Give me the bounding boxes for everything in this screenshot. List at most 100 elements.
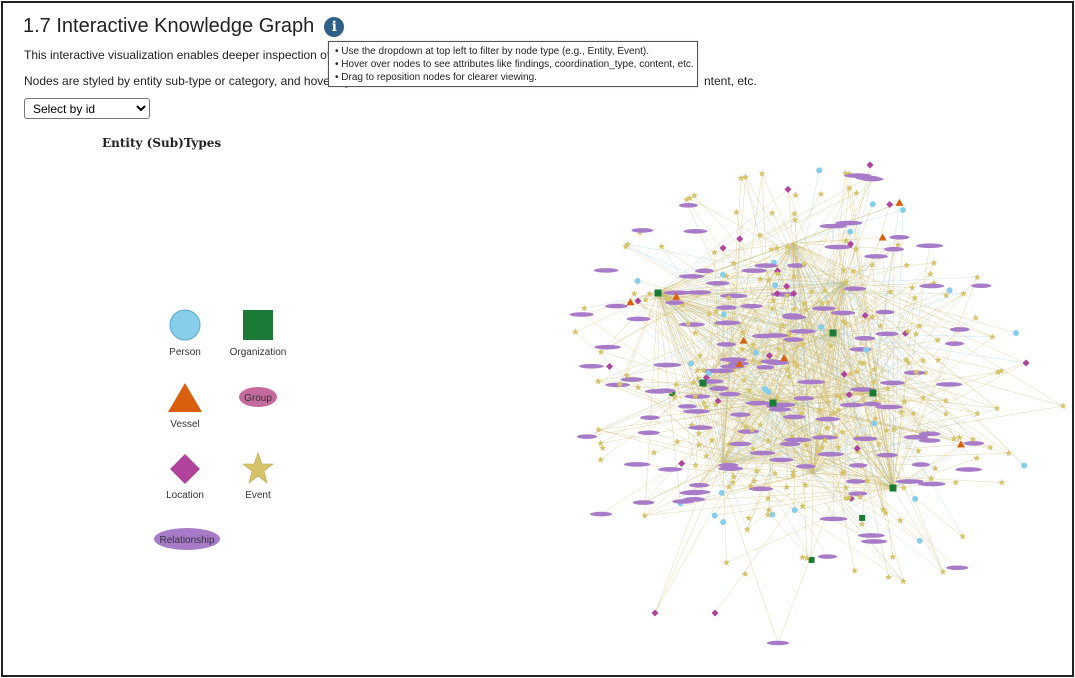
graph-node-event[interactable] <box>989 333 996 340</box>
graph-node-relationship[interactable] <box>653 362 682 368</box>
graph-node-relationship[interactable] <box>679 490 706 496</box>
graph-node-location[interactable] <box>853 444 861 452</box>
graph-node-relationship[interactable] <box>631 228 654 233</box>
graph-node-organization-hub[interactable] <box>654 289 662 297</box>
graph-node-relationship[interactable] <box>918 438 941 443</box>
graph-node-event[interactable] <box>790 273 798 280</box>
graph-node-event[interactable] <box>904 327 912 334</box>
graph-node-organization-hub[interactable] <box>869 389 877 397</box>
graph-node-relationship[interactable] <box>949 327 970 332</box>
graph-node-event[interactable] <box>673 438 681 445</box>
graph-node-location[interactable] <box>790 290 798 298</box>
graph-node-event[interactable] <box>837 394 844 402</box>
graph-node-event[interactable] <box>1059 402 1067 409</box>
graph-node-event[interactable] <box>896 516 904 524</box>
graph-node-relationship[interactable] <box>678 274 704 279</box>
graph-node-event[interactable] <box>854 433 862 441</box>
graph-node-event[interactable] <box>691 392 699 399</box>
graph-node-relationship[interactable] <box>737 429 760 434</box>
graph-node-relationship[interactable] <box>876 452 898 458</box>
graph-node-relationship[interactable] <box>944 341 964 346</box>
graph-node-relationship[interactable] <box>679 203 698 208</box>
graph-node-vessel[interactable] <box>878 233 887 241</box>
graph-node-event[interactable] <box>882 509 889 516</box>
graph-node-relationship[interactable] <box>718 391 741 397</box>
graph-node-event[interactable] <box>956 434 963 441</box>
graph-node-event[interactable] <box>708 436 716 444</box>
graph-node-event[interactable] <box>749 445 757 452</box>
graph-node-relationship[interactable] <box>748 486 774 492</box>
graph-node-relationship[interactable] <box>715 305 737 310</box>
graph-node-event[interactable] <box>743 525 751 533</box>
graph-node-event[interactable] <box>853 189 860 197</box>
graph-node-relationship[interactable] <box>789 329 816 334</box>
graph-node-event[interactable] <box>876 322 884 329</box>
graph-node-event[interactable] <box>730 259 737 267</box>
graph-node-person[interactable] <box>818 324 825 331</box>
graph-node-event[interactable] <box>798 410 806 417</box>
graph-node-location[interactable] <box>886 200 894 208</box>
graph-node-event[interactable] <box>694 374 702 382</box>
graph-node-event[interactable] <box>768 209 776 216</box>
graph-node-location[interactable] <box>783 282 791 290</box>
graph-node-event[interactable] <box>650 449 658 456</box>
graph-nodes[interactable] <box>569 161 1067 646</box>
graph-node-relationship[interactable] <box>579 363 604 369</box>
graph-node-event[interactable] <box>841 319 849 327</box>
graph-node-event[interactable] <box>753 467 761 474</box>
graph-node-event[interactable] <box>765 276 772 284</box>
graph-node-event[interactable] <box>801 481 809 489</box>
graph-node-person[interactable] <box>720 519 727 526</box>
graph-node-relationship[interactable] <box>819 223 847 229</box>
graph-node-location[interactable] <box>634 297 642 305</box>
graph-node-relationship[interactable] <box>903 435 929 440</box>
graph-node-event[interactable] <box>799 502 807 510</box>
graph-node-event[interactable] <box>889 553 897 560</box>
graph-node-event[interactable] <box>824 398 832 406</box>
graph-node-location[interactable] <box>678 460 686 468</box>
graph-node-event[interactable] <box>784 243 791 250</box>
graph-node-event[interactable] <box>595 426 602 433</box>
graph-node-event[interactable] <box>942 291 950 299</box>
graph-node-event[interactable] <box>747 482 755 490</box>
graph-node-event[interactable] <box>845 184 853 191</box>
graph-node-relationship[interactable] <box>714 320 741 326</box>
graph-node-event[interactable] <box>672 381 680 388</box>
graph-node-event[interactable] <box>885 573 892 581</box>
graph-node-event[interactable] <box>890 425 898 433</box>
graph-node-event[interactable] <box>700 399 708 406</box>
graph-node-person[interactable] <box>772 282 779 289</box>
graph-node-location[interactable] <box>714 397 722 405</box>
graph-node-location[interactable] <box>765 352 773 360</box>
graph-node-relationship[interactable] <box>706 280 730 286</box>
graph-node-relationship[interactable] <box>768 407 792 412</box>
graph-node-event[interactable] <box>934 356 942 364</box>
graph-node-event[interactable] <box>705 310 713 317</box>
graph-node-relationship[interactable] <box>784 437 812 443</box>
graph-node-event[interactable] <box>887 288 894 295</box>
graph-node-event[interactable] <box>792 191 799 199</box>
graph-node-location[interactable] <box>1022 359 1030 367</box>
graph-node-event[interactable] <box>700 366 707 374</box>
graph-node-relationship[interactable] <box>839 402 865 408</box>
graph-node-relationship[interactable] <box>644 389 672 394</box>
graph-node-event[interactable] <box>729 479 737 486</box>
graph-node-event[interactable] <box>691 329 699 336</box>
graph-node-relationship[interactable] <box>709 368 735 374</box>
graph-node-event[interactable] <box>973 454 981 462</box>
graph-node-relationship[interactable] <box>688 425 713 430</box>
graph-node-relationship[interactable] <box>783 337 804 342</box>
graph-node-relationship[interactable] <box>855 175 880 181</box>
graph-node-location[interactable] <box>773 290 781 298</box>
graph-node-relationship[interactable] <box>971 283 992 289</box>
graph-node-relationship[interactable] <box>795 464 816 469</box>
graph-node-event[interactable] <box>725 294 733 301</box>
graph-node-event[interactable] <box>770 296 777 304</box>
graph-node-person[interactable] <box>634 277 641 284</box>
graph-node-event[interactable] <box>783 483 791 491</box>
graph-node-event[interactable] <box>756 421 764 428</box>
graph-node-location[interactable] <box>866 161 874 169</box>
graph-node-event[interactable] <box>894 241 902 249</box>
graph-node-event[interactable] <box>942 410 950 417</box>
graph-node-event[interactable] <box>902 356 910 363</box>
